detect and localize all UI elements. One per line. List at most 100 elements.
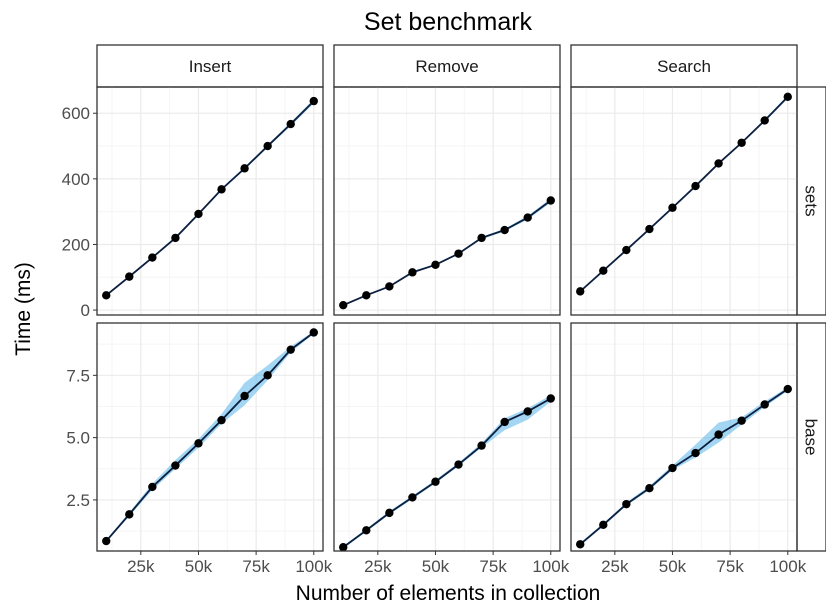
data-point [523,407,532,416]
x-tick-label: 25k [601,557,629,576]
data-point [309,96,318,106]
x-tick-label: 75k [479,557,507,576]
data-point [500,417,509,427]
x-tick-label: 75k [242,557,270,576]
data-point [576,540,585,549]
confidence-ribbon [106,331,314,543]
y-tick-label: 5.0 [66,429,90,448]
panel-sets-search [570,86,798,316]
data-point [194,439,203,448]
data-point [691,448,700,458]
data-point [576,287,585,296]
data-point [714,430,723,439]
data-point [477,441,486,450]
data-point [148,482,157,492]
data-point [362,291,371,300]
panel-base-search [570,322,798,552]
x-tick-label: 50k [185,557,213,576]
series-line [105,331,315,542]
data-point [454,460,463,469]
strip-label-insert: Insert [189,57,232,76]
data-point [385,508,394,518]
strip-label-remove: Remove [415,57,478,76]
data-point [523,213,532,222]
strip-search [570,44,798,88]
y-tick-label: 600 [62,104,90,123]
series-line [342,199,552,306]
data-point [431,260,440,270]
data-point [431,477,440,486]
strip-label-base: base [802,419,821,456]
strip-sets [796,86,826,316]
data-point [622,245,631,255]
x-tick-label: 25k [364,557,392,576]
data-point [194,209,203,219]
panel-border [333,322,561,552]
confidence-ribbon [106,99,314,296]
data-point [783,384,792,394]
data-point [240,391,249,401]
data-point [714,159,723,168]
data-point [599,266,608,275]
x-tick-label: 75k [716,557,744,576]
data-point [546,196,555,205]
panel-base-insert [96,322,324,552]
facet-panels: Insert Remove Search sets 0 200 400 600 base 2.5 5… [62,44,826,576]
data-point [217,185,226,194]
series-line [342,397,552,548]
data-point [309,328,318,337]
strip-base [796,322,826,552]
data-point [408,268,417,277]
data-point [102,536,111,546]
data-point [217,415,226,425]
confidence-ribbon [343,198,551,306]
strip-insert [96,44,324,88]
data-point [171,233,180,243]
panel-border [570,86,798,316]
data-point [477,233,486,243]
data-point [408,493,417,502]
y-axis-label: Time (ms) [12,262,35,356]
data-point [599,520,608,530]
strip-remove [333,44,561,88]
confidence-ribbon [343,395,551,549]
x-tick-label: 25k [127,557,155,576]
panel-sets-remove [333,86,561,316]
data-point [339,300,348,310]
data-point [668,463,677,473]
y-tick-label: 0 [81,301,90,320]
data-point [783,92,792,102]
y-tick-label: 200 [62,235,90,254]
confidence-ribbon [580,387,788,546]
y-tick-label: 2.5 [66,491,90,510]
data-point [645,484,654,493]
strip-label-search: Search [657,57,711,76]
panel-base-remove [333,322,561,552]
y-tick-label: 400 [62,170,90,189]
x-tick-label: 100k [769,557,806,576]
data-point [286,119,295,129]
panel-border [96,86,324,316]
data-point [339,543,348,552]
series-line [579,96,789,293]
series-line [579,388,789,545]
data-point [691,181,700,191]
data-point [263,371,272,380]
data-point [125,510,134,519]
x-tick-label: 50k [659,557,687,576]
series-line [105,100,315,297]
strip-label-sets: sets [802,185,821,216]
x-tick-label: 50k [422,557,450,576]
data-point [263,141,272,151]
x-tick-label: 100k [532,557,569,576]
x-axis-label: Number of elements in collection [296,582,601,605]
panel-border [333,86,561,316]
data-point [385,282,394,291]
y-tick-label: 7.5 [66,366,90,385]
data-point [362,526,371,535]
data-point [148,253,157,262]
chart-title: Set benchmark [364,8,533,36]
data-point [760,400,769,409]
data-point [171,461,180,470]
